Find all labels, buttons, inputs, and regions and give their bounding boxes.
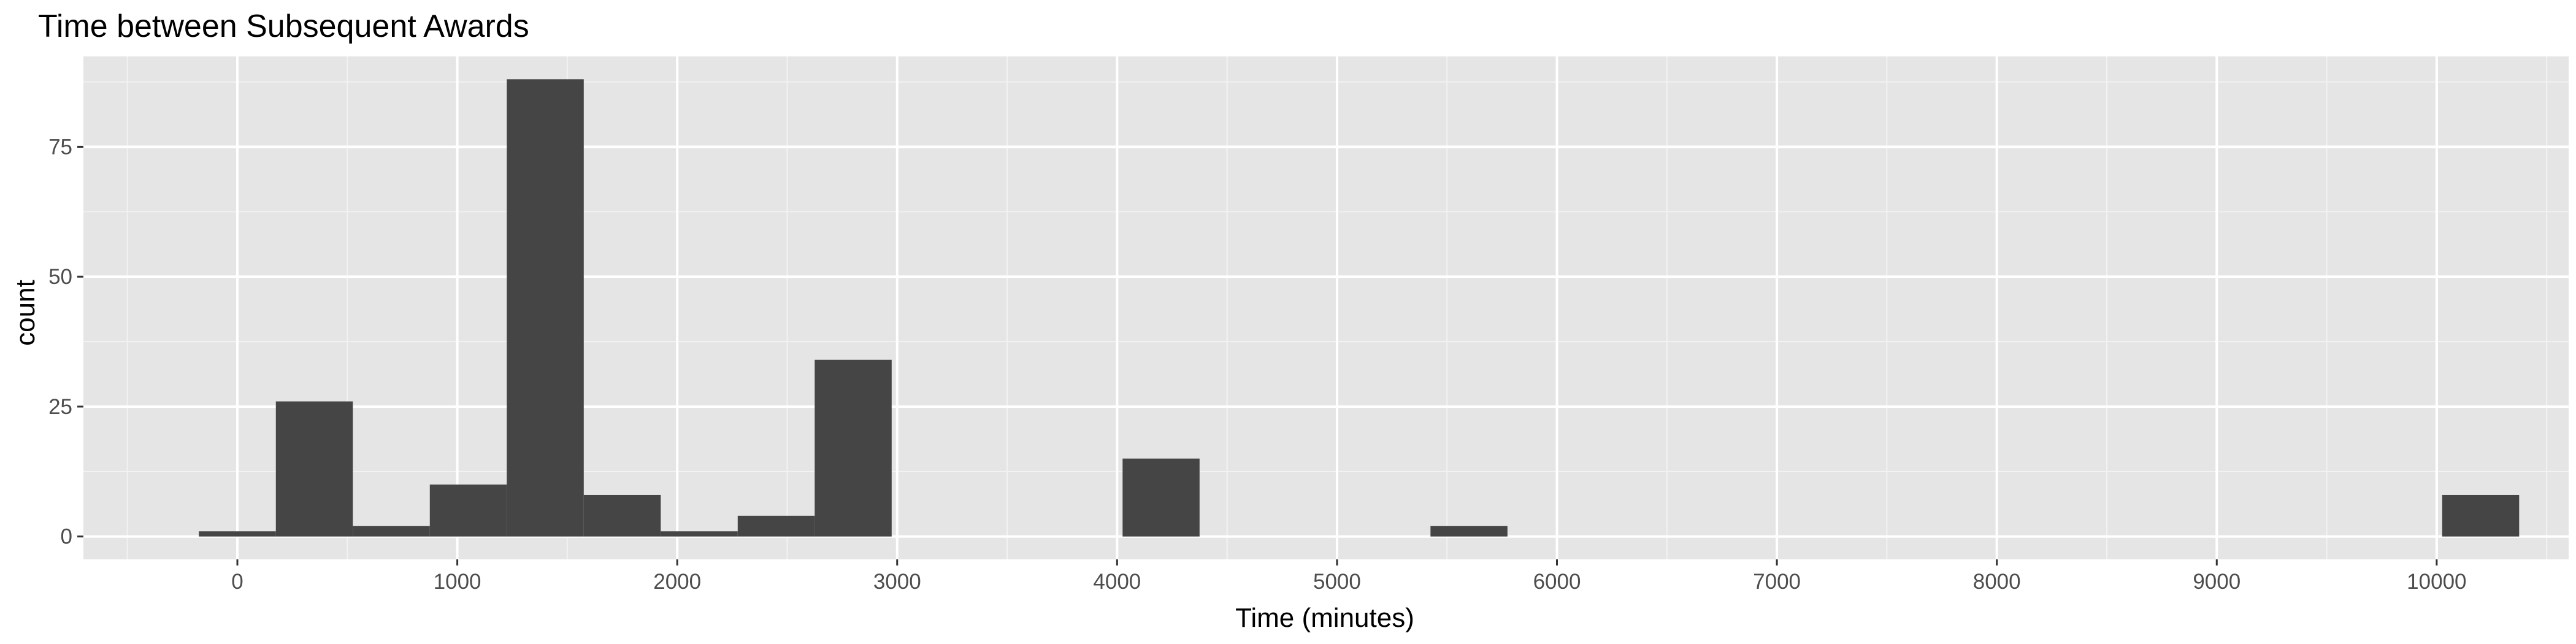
histogram-bar (1430, 526, 1508, 537)
histogram-bar (199, 531, 276, 537)
x-tick-label: 1000 (434, 570, 481, 594)
x-axis: 0 1000 2000 3000 4000 5000 6000 7000 8000 9000 100… (231, 559, 2467, 594)
x-axis-title: Time (minutes) (1235, 603, 1414, 633)
y-tick-label: 0 (61, 525, 72, 549)
x-tick-label: 3000 (873, 570, 921, 594)
histogram-bar (275, 401, 353, 537)
histogram-bars (199, 79, 2520, 537)
y-tick-label: 25 (48, 395, 72, 419)
plot-panel (83, 56, 2569, 559)
x-tick-label: 5000 (1313, 570, 1361, 594)
y-tick-label: 50 (48, 265, 72, 289)
x-tick-label: 0 (231, 570, 243, 594)
chart-title: Time between Subsequent Awards (38, 9, 529, 44)
histogram-bar (737, 515, 815, 537)
histogram-bar (2442, 494, 2520, 537)
histogram-bar (507, 79, 584, 537)
x-tick-label: 8000 (1973, 570, 2021, 594)
y-tick-label: 75 (48, 135, 72, 159)
histogram-bar (429, 485, 507, 537)
x-tick-label: 9000 (2193, 570, 2241, 594)
histogram-bar (661, 531, 738, 537)
x-tick-label: 7000 (1753, 570, 1801, 594)
x-tick-label: 4000 (1093, 570, 1141, 594)
x-tick-label: 6000 (1533, 570, 1581, 594)
y-axis: 0 25 50 75 (48, 135, 83, 549)
histogram-bar (815, 359, 892, 537)
histogram-bar (583, 494, 661, 537)
x-tick-label: 10000 (2407, 570, 2466, 594)
histogram-bar (1122, 458, 1200, 537)
y-axis-title: count (10, 280, 40, 346)
histogram-bar (353, 526, 430, 537)
x-tick-label: 2000 (653, 570, 701, 594)
